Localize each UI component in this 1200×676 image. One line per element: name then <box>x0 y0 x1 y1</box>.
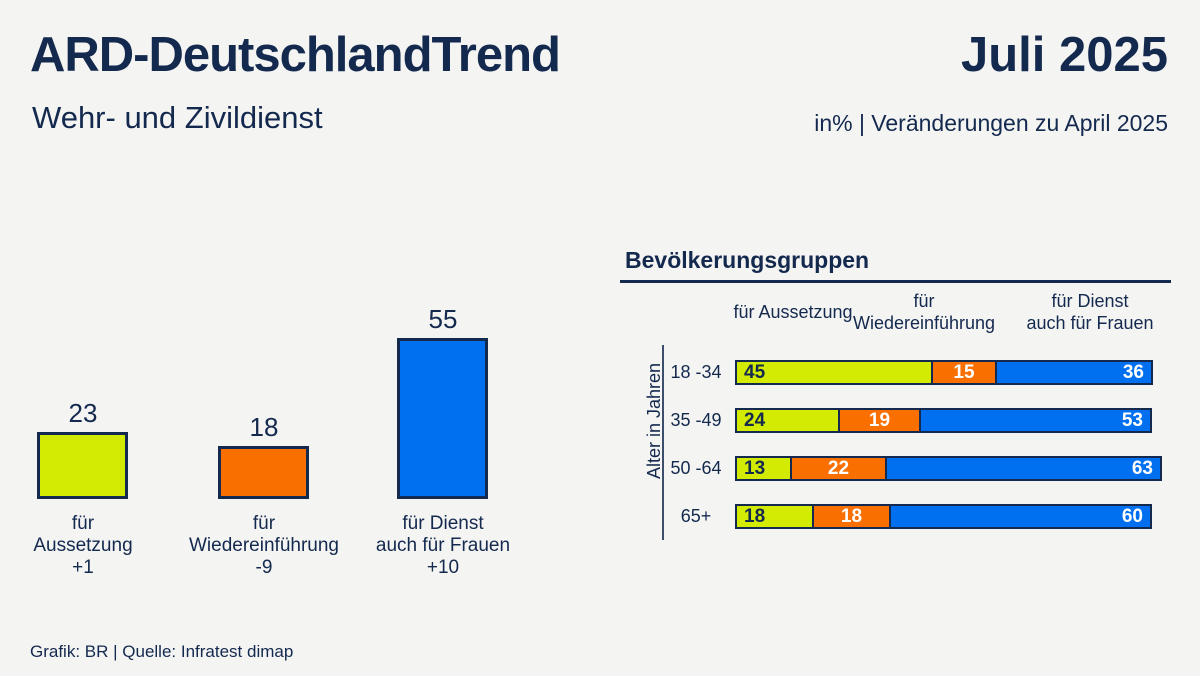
left-bar-chart: 23 für Aussetzung +1 18 für Wiedereinführung -9… <box>0 304 558 578</box>
column-header-line: Wiedereinführung <box>852 313 996 333</box>
column-header-0: für Aussetzung <box>693 289 893 335</box>
segment-0: 24 <box>735 408 840 433</box>
column-header-line: für <box>913 291 935 311</box>
source-credit: Grafik: BR | Quelle: Infratest dimap <box>30 642 294 661</box>
segment-2: 60 <box>889 504 1152 529</box>
bar-change-label: +10 <box>426 557 460 578</box>
page-title: ARD-DeutschlandTrend <box>30 28 561 82</box>
bar-value-label: 18 <box>249 412 279 442</box>
bar-0 <box>37 432 128 499</box>
segment-1: 18 <box>812 504 891 529</box>
bar-change-label: +1 <box>72 557 94 578</box>
bar-value-label: 55 <box>428 304 458 334</box>
groups-panel-title: Bevölkerungsgruppen <box>625 247 870 273</box>
segment-1: 15 <box>931 360 997 385</box>
row-age-label: 65+ <box>680 506 712 526</box>
stacked-row-2: 13 22 63 <box>735 456 1162 481</box>
column-header-1: für Wiedereinführung <box>824 289 1024 335</box>
stacked-row-1: 24 19 53 <box>735 408 1152 433</box>
segment-0: 18 <box>735 504 814 529</box>
age-axis-line <box>662 345 664 540</box>
row-age-label: 18 -34 <box>670 362 722 382</box>
bar-category-line: für Dienst <box>402 513 484 534</box>
column-header-line: für Aussetzung <box>733 302 853 322</box>
bar-2 <box>397 338 488 499</box>
bar-category-label: für Dienst auch für Frauen <box>328 513 558 557</box>
bar-1 <box>218 446 309 499</box>
segment-1: 22 <box>790 456 887 481</box>
row-age-label: 50 -64 <box>670 458 722 478</box>
row-age-label: 35 -49 <box>670 410 722 430</box>
segment-2: 36 <box>995 360 1153 385</box>
bar-category-label: für Wiedereinführung <box>149 513 379 557</box>
unit-change-note: in% | Veränderungen zu April 2025 <box>814 110 1168 136</box>
segment-2: 63 <box>885 456 1162 481</box>
stacked-row-3: 18 18 60 <box>735 504 1152 529</box>
period-label: Juli 2025 <box>960 28 1168 82</box>
segment-0: 13 <box>735 456 792 481</box>
segment-2: 53 <box>919 408 1152 433</box>
bar-value-label: 23 <box>68 398 98 428</box>
stacked-row-0: 45 15 36 <box>735 360 1153 385</box>
bar-category-line: für <box>71 513 95 534</box>
bar-category-line: für <box>252 513 276 534</box>
bar-category-line: auch für Frauen <box>375 535 511 556</box>
bar-category-line: Wiedereinführung <box>189 535 339 556</box>
page-subtitle: Wehr- und Zivildienst <box>32 100 323 135</box>
column-header-line: für Dienst <box>1051 291 1129 311</box>
column-header-line: auch für Frauen <box>1026 313 1154 333</box>
bar-change-label: -9 <box>255 557 273 578</box>
segment-0: 45 <box>735 360 933 385</box>
segment-1: 19 <box>838 408 921 433</box>
bar-category-line: Aussetzung <box>33 535 133 556</box>
panel-title-underline <box>620 280 1171 283</box>
column-header-2: für Dienst auch für Frauen <box>990 289 1190 335</box>
bar-category-label: für Aussetzung <box>0 513 198 557</box>
